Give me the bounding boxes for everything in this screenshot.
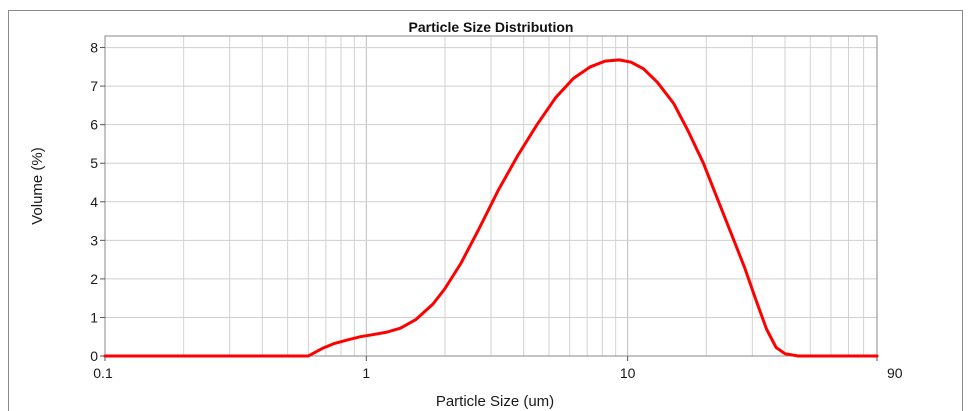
y-tick-label: 3	[90, 232, 98, 248]
y-tick-label: 5	[90, 155, 98, 171]
y-tick-label: 7	[90, 78, 98, 94]
x-axis-title: Particle Size (um)	[436, 393, 554, 410]
x-axis-ticks: 0.1 1 10 90	[93, 356, 903, 381]
x-tick-label: 90	[887, 365, 903, 381]
x-tick-label: 10	[620, 365, 636, 381]
chart-title: Particle Size Distribution	[409, 19, 574, 35]
x-tick-label: 1	[362, 365, 370, 381]
volume-distribution-line	[103, 58, 879, 358]
y-tick-label: 4	[90, 194, 98, 210]
plot-area-border	[104, 35, 878, 357]
grid	[104, 36, 878, 357]
y-tick-label: 6	[90, 117, 98, 133]
y-tick-label: 2	[90, 271, 98, 287]
y-axis-title: Volume (%)	[29, 147, 46, 225]
y-tick-label: 0	[90, 348, 98, 364]
chart-frame	[8, 10, 963, 411]
y-tick-label: 1	[90, 309, 98, 325]
y-axis-ticks: 0 1 2 3 4 5 6 7 8	[90, 40, 105, 364]
y-tick-label: 8	[90, 40, 98, 56]
x-tick-label: 0.1	[93, 365, 113, 381]
